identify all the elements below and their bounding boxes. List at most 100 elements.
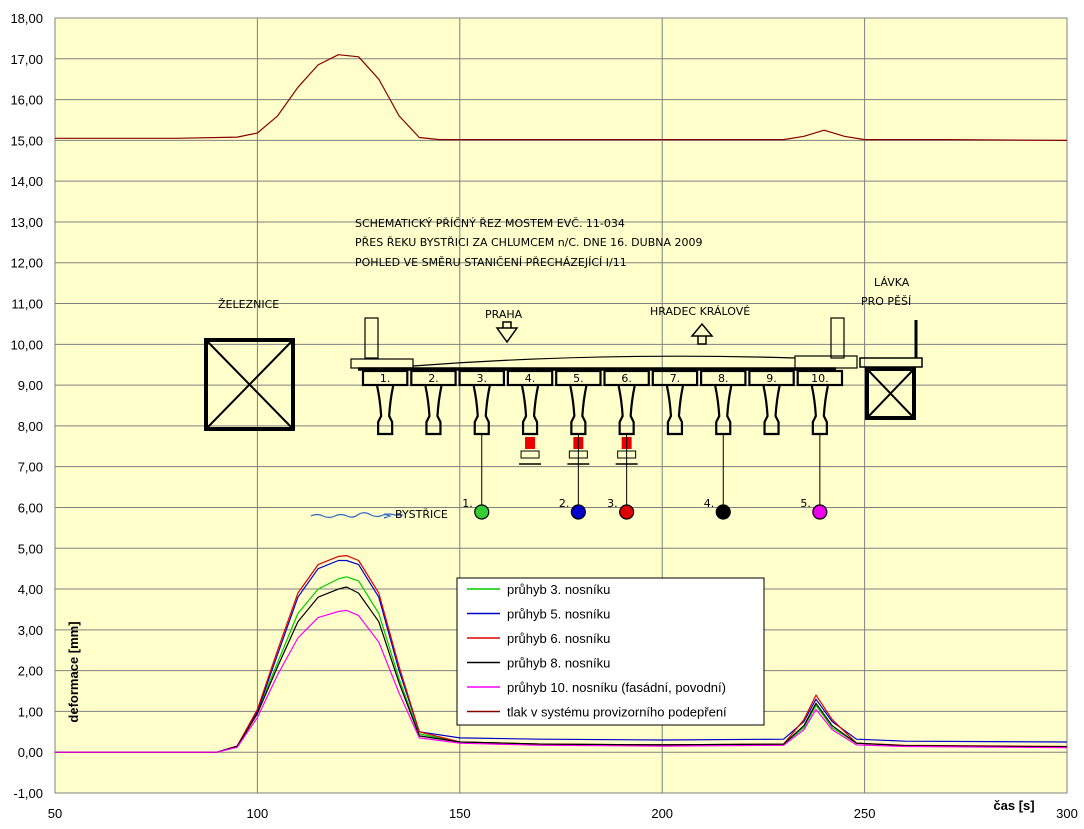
girder-number: 2. <box>428 372 439 385</box>
footbridge-box <box>859 320 923 420</box>
y-tick-label: 12,00 <box>10 256 43 271</box>
legend: průhyb 3. nosníku průhyb 5. nosníku průhyb… <box>456 577 765 726</box>
y-tick-label: 4,00 <box>18 582 43 597</box>
y-tick-label: 17,00 <box>10 52 43 67</box>
y-tick-label: 3,00 <box>18 623 43 638</box>
y-tick-label: 18,00 <box>10 11 43 26</box>
y-axis-title: deformace [mm] <box>66 621 81 722</box>
x-tick-label: 100 <box>247 806 269 821</box>
sketch-caption-2: PŘES ŘEKU BYSTŘICI ZA CHLUMCEM n/C. DNE … <box>355 236 703 249</box>
girder-web <box>424 385 443 436</box>
legend-entry: průhyb 10. nosníku (fasádní, povodní) <box>507 680 726 695</box>
y-tick-label: 8,00 <box>18 419 43 434</box>
x-tick-label: 150 <box>449 806 471 821</box>
series-line <box>55 54 1068 141</box>
river-label: BYSTŘICE <box>395 508 448 521</box>
y-tick-label: 15,00 <box>10 133 43 148</box>
girders <box>358 367 844 436</box>
y-tick-label: 0,00 <box>18 745 43 760</box>
girder-top <box>361 369 409 387</box>
girder-number: 1. <box>380 372 391 385</box>
girder-numbers: 1. 2. 3. 4. 5. 6. 7. 8. 9. 10. <box>380 372 829 385</box>
legend-entry: průhyb 3. nosníku <box>507 582 610 597</box>
girder-number: 10. <box>811 372 829 385</box>
y-tick-label: 14,00 <box>10 174 43 189</box>
praha-arrow-icon <box>495 321 519 344</box>
legend-entry: průhyb 6. nosníku <box>507 631 610 646</box>
y-tick-label: 16,00 <box>10 93 43 108</box>
y-tick-label: 1,00 <box>18 704 43 719</box>
x-tick-label: 200 <box>651 806 673 821</box>
girder-number: 3. <box>477 372 488 385</box>
jack-base <box>520 450 540 459</box>
y-tick-label: -1,00 <box>13 786 43 801</box>
girder-top <box>555 369 602 387</box>
sensor-label: 4. <box>704 497 715 510</box>
bridge-cross-section-sketch: SCHEMATICKÝ PŘÍČNÝ ŘEZ MOSTEM EVČ. 11-03… <box>204 217 923 521</box>
x-tick-labels: 50 100 150 200 250 300 <box>48 806 1078 821</box>
footbridge-label-1: LÁVKA <box>874 276 910 289</box>
girder-number: 7. <box>670 372 681 385</box>
river-icon <box>310 512 403 519</box>
y-tick-label: 7,00 <box>18 460 43 475</box>
girder-web <box>665 385 685 436</box>
y-tick-label: 11,00 <box>11 297 43 312</box>
sensor-label: 2. <box>559 497 570 510</box>
y-tick-label: 13,00 <box>10 215 43 230</box>
sensor-label: 5. <box>800 497 811 510</box>
sensors: 1. 2. 3. 4. 5. <box>462 434 828 520</box>
railway-label: ŽELEZNICE <box>218 298 279 311</box>
railway-box <box>204 338 295 431</box>
girder-top <box>458 369 506 387</box>
girder-web <box>520 385 540 436</box>
series-line <box>55 576 1068 753</box>
girder-number: 9. <box>766 372 777 385</box>
y-tick-label: 5,00 <box>18 541 43 556</box>
sensor-dot <box>474 504 490 520</box>
sensor-label: 1. <box>462 497 473 510</box>
jack <box>525 437 536 449</box>
girder-top <box>748 369 795 387</box>
series-line <box>55 555 1068 753</box>
legend-box <box>456 577 765 726</box>
sensor-dot <box>715 504 731 520</box>
y-tick-label: 10,00 <box>10 337 43 352</box>
girder-number: 6. <box>621 372 632 385</box>
sketch-caption-3: POHLED VE SMĚRU STANIČENÍ PŘECHÁZEJÍCÍ I… <box>355 256 627 269</box>
girder-number: 5. <box>573 372 584 385</box>
girder-top <box>506 369 554 387</box>
girder-number: 4. <box>525 372 536 385</box>
series-line <box>55 559 1068 753</box>
girder-top <box>410 369 457 387</box>
girder-web <box>762 385 781 436</box>
x-tick-label: 250 <box>854 806 876 821</box>
hradec-label: HRADEC KRÁLOVÉ <box>650 305 750 318</box>
legend-entry: tlak v systému provizorního podepření <box>507 705 727 720</box>
girder-number: 8. <box>718 372 729 385</box>
praha-label: PRAHA <box>485 308 523 321</box>
sensor-dot <box>812 504 828 520</box>
series-line <box>55 586 1068 753</box>
x-axis-title: čas [s] <box>993 798 1034 813</box>
y-tick-labels: -1,00 0,00 1,00 2,00 3,00 4,00 5,00 6,00 7,00 8,0… <box>10 11 43 801</box>
series-lines <box>55 54 1068 753</box>
sensor-dot <box>619 504 635 520</box>
girder-web <box>376 385 395 436</box>
y-tick-label: 9,00 <box>18 378 43 393</box>
hradec-arrow-icon <box>690 322 714 345</box>
y-tick-label: 2,00 <box>18 664 43 679</box>
y-tick-label: 6,00 <box>18 500 43 515</box>
sensor-dot <box>570 504 586 520</box>
legend-entry: průhyb 8. nosníku <box>507 656 610 671</box>
girder-top <box>699 369 747 387</box>
grid <box>54 17 1068 794</box>
legend-entry: průhyb 5. nosníku <box>507 607 610 622</box>
girder-top <box>603 369 650 387</box>
series-line <box>55 609 1068 753</box>
x-tick-label: 50 <box>48 806 62 821</box>
footbridge-label-2: PRO PĚŠÍ <box>861 295 911 308</box>
x-tick-label: 300 <box>1056 806 1078 821</box>
sketch-caption-1: SCHEMATICKÝ PŘÍČNÝ ŘEZ MOSTEM EVČ. 11-03… <box>355 217 625 230</box>
girder-top <box>651 369 699 387</box>
